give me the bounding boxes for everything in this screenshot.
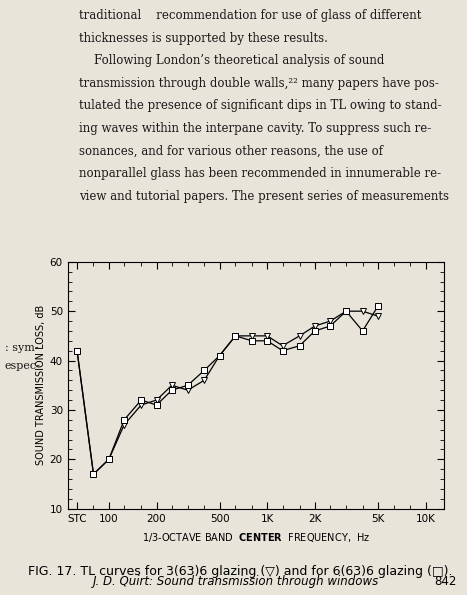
Text: nonparallel glass has been recommended in innumerable re-: nonparallel glass has been recommended i… bbox=[79, 167, 441, 180]
Text: transmission through double walls,²² many papers have pos-: transmission through double walls,²² man… bbox=[79, 77, 439, 90]
X-axis label: 1/3-OCTAVE BAND  $\mathbf{CENTER}$  FREQUENCY,  Hz: 1/3-OCTAVE BAND $\mathbf{CENTER}$ FREQUE… bbox=[142, 531, 370, 543]
Text: 842: 842 bbox=[434, 575, 457, 588]
Text: tulated the presence of significant dips in TL owing to stand-: tulated the presence of significant dips… bbox=[79, 99, 442, 112]
Text: : sym-: : sym- bbox=[5, 343, 38, 353]
Text: traditional    recommendation for use of glass of different: traditional recommendation for use of gl… bbox=[79, 9, 422, 22]
Text: espec-: espec- bbox=[5, 361, 41, 371]
Y-axis label: SOUND TRANSMISSION LOSS, dB: SOUND TRANSMISSION LOSS, dB bbox=[35, 305, 46, 465]
Text: Following London’s theoretical analysis of sound: Following London’s theoretical analysis … bbox=[79, 54, 385, 67]
Text: sonances, and for various other reasons, the use of: sonances, and for various other reasons,… bbox=[79, 145, 383, 158]
Text: view and tutorial papers. The present series of measurements: view and tutorial papers. The present se… bbox=[79, 190, 449, 203]
Text: J. D. Quirt: Sound transmission through windows: J. D. Quirt: Sound transmission through … bbox=[93, 575, 380, 588]
Text: thicknesses is supported by these results.: thicknesses is supported by these result… bbox=[79, 32, 328, 45]
Text: ing waves within the interpane cavity. To suppress such re-: ing waves within the interpane cavity. T… bbox=[79, 122, 432, 135]
Text: FIG. 17. TL curves for 3(63)6 glazing (▽) and for 6(63)6 glazing (□).: FIG. 17. TL curves for 3(63)6 glazing (▽… bbox=[28, 565, 453, 578]
